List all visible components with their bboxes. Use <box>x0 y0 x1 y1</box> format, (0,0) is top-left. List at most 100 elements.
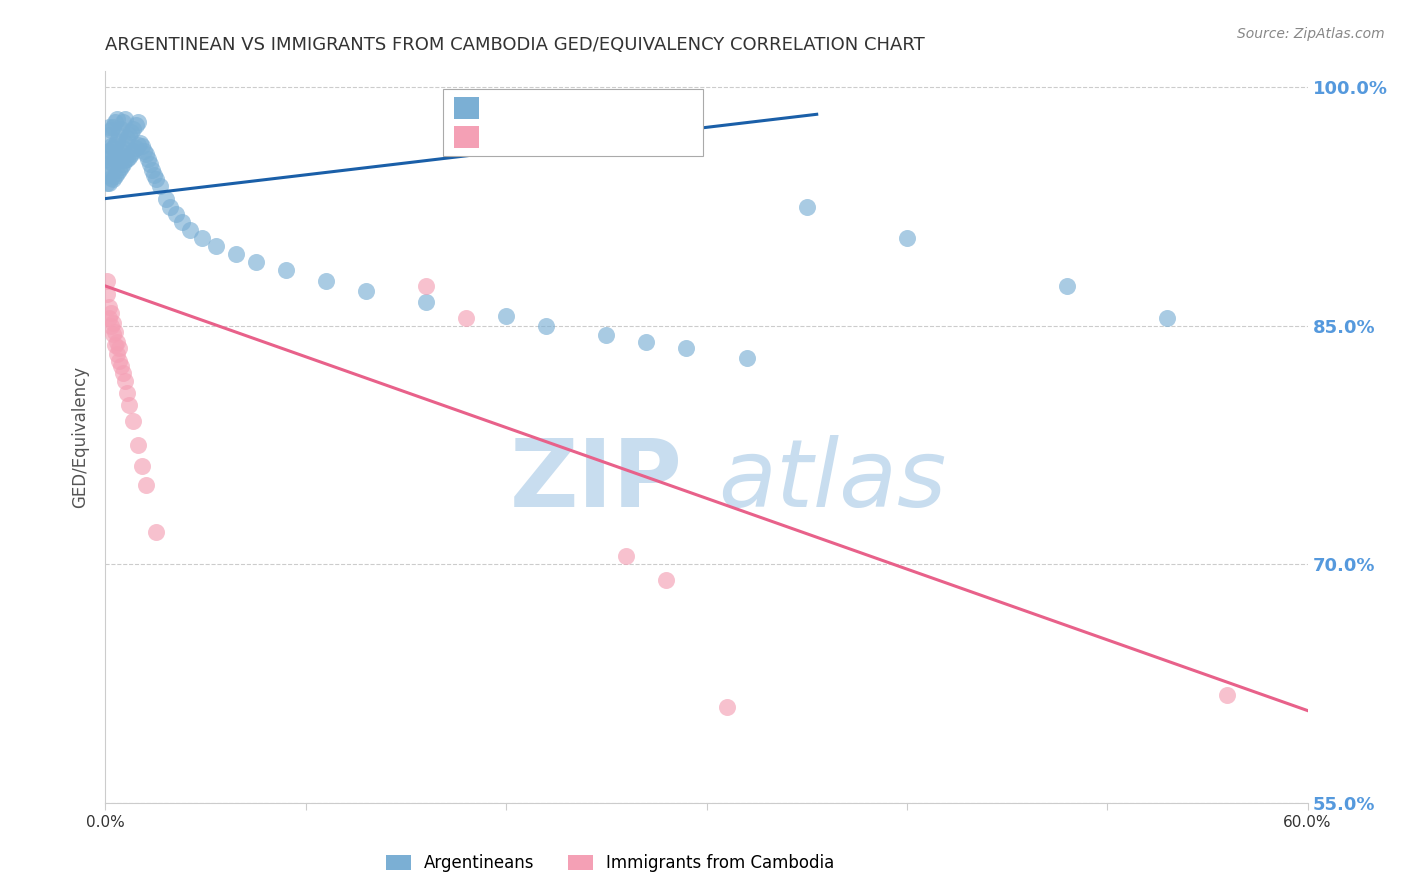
Text: 82: 82 <box>626 103 651 120</box>
Point <box>118 398 141 412</box>
Point <box>274 263 297 277</box>
Point <box>110 359 132 373</box>
Point <box>96 274 118 288</box>
Point <box>100 123 122 137</box>
Text: ZIP: ZIP <box>509 435 682 527</box>
Point <box>100 170 122 185</box>
Y-axis label: GED/Equivalency: GED/Equivalency <box>72 366 90 508</box>
Point <box>103 316 125 330</box>
Point <box>100 139 122 153</box>
Text: N =: N = <box>591 103 627 120</box>
Text: 0.382: 0.382 <box>527 103 591 120</box>
Point <box>110 144 132 158</box>
Point <box>107 112 129 126</box>
Point <box>114 153 136 168</box>
Point <box>114 375 136 389</box>
Point <box>96 144 118 158</box>
Point <box>136 152 159 166</box>
Point <box>131 139 153 153</box>
Point <box>141 163 163 178</box>
Point <box>103 120 125 134</box>
Point <box>103 141 125 155</box>
Point <box>735 351 758 365</box>
Point <box>118 128 141 142</box>
Point <box>415 279 437 293</box>
Point <box>98 120 121 134</box>
Point <box>454 310 477 325</box>
Point <box>117 385 139 400</box>
Text: -0.548: -0.548 <box>527 128 592 146</box>
Point <box>155 192 177 206</box>
Text: ARGENTINEAN VS IMMIGRANTS FROM CAMBODIA GED/EQUIVALENCY CORRELATION CHART: ARGENTINEAN VS IMMIGRANTS FROM CAMBODIA … <box>105 36 925 54</box>
Point <box>415 294 437 309</box>
Point <box>636 334 658 349</box>
Point <box>127 115 149 129</box>
Point <box>716 700 738 714</box>
Point <box>104 153 127 168</box>
Point <box>104 338 127 352</box>
Point <box>148 178 170 193</box>
Point <box>108 128 131 142</box>
Point <box>121 125 143 139</box>
Point <box>165 207 187 221</box>
Point <box>100 306 122 320</box>
Text: R =: R = <box>488 103 524 120</box>
Point <box>96 176 118 190</box>
Point <box>117 131 139 145</box>
Point <box>159 200 181 214</box>
Point <box>354 284 377 298</box>
Point <box>124 141 146 155</box>
Point <box>1056 279 1078 293</box>
Text: Source: ZipAtlas.com: Source: ZipAtlas.com <box>1237 27 1385 41</box>
Point <box>103 326 125 341</box>
Point <box>132 144 155 158</box>
Point <box>127 137 149 152</box>
Point <box>114 136 136 150</box>
Text: 30: 30 <box>626 128 651 146</box>
Point <box>107 134 129 148</box>
Point <box>145 172 167 186</box>
Point <box>107 347 129 361</box>
Point <box>98 176 121 190</box>
Point <box>103 156 125 170</box>
Point <box>112 156 135 170</box>
Point <box>122 121 145 136</box>
Point <box>131 458 153 473</box>
Point <box>104 137 127 152</box>
Point <box>225 247 247 261</box>
Point <box>135 477 157 491</box>
Point <box>179 223 201 237</box>
Point <box>107 334 129 349</box>
Point <box>135 147 157 161</box>
Text: N =: N = <box>591 128 627 146</box>
Point <box>145 525 167 540</box>
Legend: Argentineans, Immigrants from Cambodia: Argentineans, Immigrants from Cambodia <box>380 847 841 879</box>
Point <box>595 328 617 343</box>
Point <box>96 168 118 182</box>
Point <box>124 119 146 133</box>
Point <box>100 318 122 333</box>
Point <box>245 255 267 269</box>
Point <box>104 169 127 184</box>
Point <box>108 341 131 355</box>
Point <box>110 121 132 136</box>
Point <box>98 160 121 174</box>
Point <box>108 163 131 178</box>
Point <box>107 150 129 164</box>
Point <box>796 200 818 214</box>
Point <box>98 300 121 314</box>
Point <box>104 115 127 129</box>
Point <box>315 274 337 288</box>
Point <box>107 166 129 180</box>
Point <box>128 136 150 150</box>
Point <box>142 168 165 182</box>
Point <box>112 115 135 129</box>
Point <box>204 239 226 253</box>
Point <box>98 144 121 158</box>
Point <box>98 128 121 142</box>
Point <box>896 231 918 245</box>
Point <box>534 318 557 333</box>
Point <box>138 156 160 170</box>
Point <box>122 144 145 158</box>
Point <box>114 112 136 126</box>
